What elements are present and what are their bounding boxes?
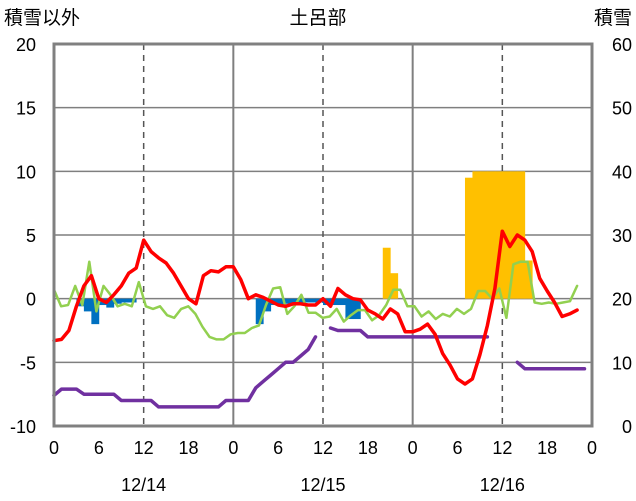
date-label: 12/14 bbox=[121, 475, 166, 495]
red-line bbox=[52, 229, 579, 386]
orange-bar bbox=[517, 171, 526, 299]
left-tick-label: 0 bbox=[26, 290, 36, 310]
right-tick-label: 50 bbox=[612, 99, 632, 119]
left-tick-label: 15 bbox=[16, 99, 36, 119]
blue-bar bbox=[278, 298, 287, 306]
x-tick-label: 6 bbox=[452, 438, 462, 458]
x-tick-label: 18 bbox=[178, 438, 198, 458]
purple-line-segment bbox=[52, 335, 318, 409]
x-tick-label: 0 bbox=[49, 438, 59, 458]
green-line bbox=[52, 260, 579, 341]
right-tick-label: 40 bbox=[612, 162, 632, 182]
blue-bar bbox=[352, 298, 361, 320]
x-tick-label: 0 bbox=[587, 438, 597, 458]
chart-title: 土呂部 bbox=[289, 7, 346, 29]
lines bbox=[52, 229, 587, 409]
x-tick-label: 18 bbox=[537, 438, 557, 458]
date-label: 12/16 bbox=[480, 475, 525, 495]
orange-bar bbox=[479, 171, 488, 299]
right-tick-label: 60 bbox=[612, 35, 632, 55]
left-tick-label: 20 bbox=[16, 35, 36, 55]
orange-bar bbox=[382, 247, 391, 299]
orange-bar bbox=[494, 171, 503, 299]
right-tick-label: 0 bbox=[622, 417, 632, 437]
blue-bar bbox=[337, 298, 346, 306]
blue-bar bbox=[121, 298, 130, 303]
x-tick-label: 18 bbox=[358, 438, 378, 458]
right-tick-label: 10 bbox=[612, 353, 632, 373]
purple-line-segment bbox=[328, 326, 490, 339]
orange-bar bbox=[509, 171, 518, 299]
left-tick-label: -10 bbox=[10, 417, 36, 437]
blue-bar bbox=[345, 298, 354, 320]
right-tick-label: 30 bbox=[612, 226, 632, 246]
plot-frame bbox=[52, 42, 594, 428]
purple-line-segment bbox=[515, 360, 587, 371]
date-label: 12/15 bbox=[300, 475, 345, 495]
blue-bar bbox=[106, 298, 115, 308]
x-tick-label: 6 bbox=[94, 438, 104, 458]
right-tick-label: 20 bbox=[612, 290, 632, 310]
orange-bar bbox=[464, 177, 473, 299]
x-tick-label: 0 bbox=[408, 438, 418, 458]
blue-bar bbox=[113, 298, 122, 304]
left-tick-label: 10 bbox=[16, 162, 36, 182]
blue-bar bbox=[285, 298, 294, 304]
plot-border bbox=[52, 42, 594, 428]
blue-bar bbox=[330, 298, 339, 306]
orange-bar bbox=[472, 171, 481, 299]
blue-bar bbox=[83, 298, 92, 312]
left-tick-label: -5 bbox=[20, 353, 36, 373]
blue-bar bbox=[255, 298, 264, 325]
orange-bar bbox=[487, 171, 496, 299]
x-tick-label: 12 bbox=[313, 438, 333, 458]
x-tick-label: 12 bbox=[134, 438, 154, 458]
x-tick-label: 12 bbox=[492, 438, 512, 458]
orange-bar bbox=[502, 171, 511, 299]
x-tick-label: 0 bbox=[228, 438, 238, 458]
x-tick-label: 6 bbox=[273, 438, 283, 458]
blue-bar bbox=[308, 298, 316, 303]
left-tick-label: 5 bbox=[26, 226, 36, 246]
orange-bar bbox=[524, 260, 533, 299]
left-axis-title: 積雪以外 bbox=[4, 7, 80, 29]
orange-bar bbox=[390, 273, 399, 299]
right-axis-title: 積雪 bbox=[594, 7, 632, 29]
